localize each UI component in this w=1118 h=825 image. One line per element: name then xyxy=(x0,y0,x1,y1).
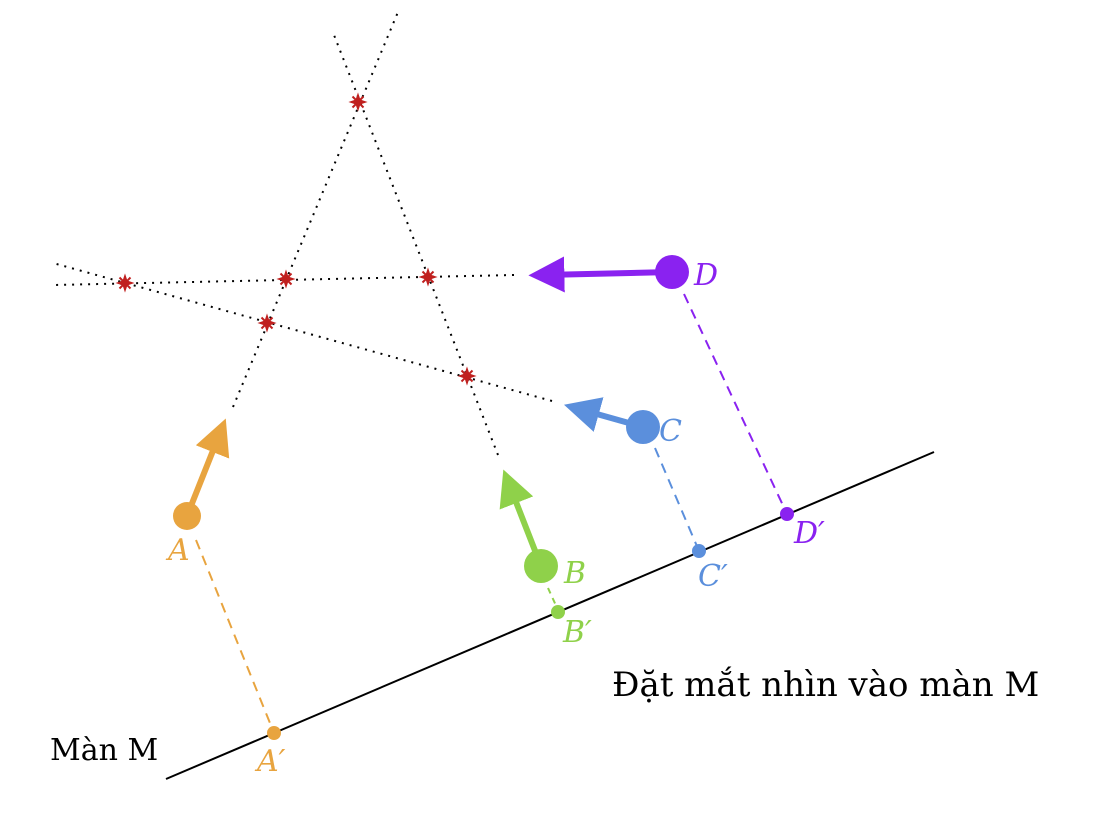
label-D: D xyxy=(693,258,718,293)
intersection-star-2 xyxy=(115,273,135,293)
screen-line xyxy=(165,451,935,780)
screen-label: Màn M xyxy=(50,733,158,768)
proj-point-B xyxy=(551,605,565,619)
label-B: B xyxy=(563,556,586,591)
dotted-lines xyxy=(52,11,553,456)
intersection-star-3 xyxy=(276,269,296,289)
proj-point-A xyxy=(267,726,281,740)
projection-line-C xyxy=(654,447,700,552)
point-A xyxy=(173,502,201,530)
projection-line-A xyxy=(195,539,275,734)
point-B xyxy=(524,549,558,583)
proj-label-B: B′ xyxy=(562,615,592,650)
proj-point-D xyxy=(780,507,794,521)
proj-label-A: A′ xyxy=(254,744,286,779)
extension-line-B xyxy=(333,34,499,456)
projection-line-D xyxy=(683,293,788,515)
arrow-A xyxy=(184,418,230,518)
proj-label-D: D′ xyxy=(793,516,825,551)
label-A: A xyxy=(165,533,190,568)
intersection-star-4 xyxy=(418,267,438,287)
caption: Đặt mắt nhìn vào màn M xyxy=(612,665,1039,705)
intersection-markers xyxy=(115,92,477,386)
point-C xyxy=(626,410,660,444)
intersection-star-6 xyxy=(457,366,477,386)
extension-line-A xyxy=(232,11,399,408)
point-D xyxy=(655,255,689,289)
intersection-star-1 xyxy=(348,92,368,112)
intersection-star-5 xyxy=(257,313,277,333)
arrow-D xyxy=(528,256,673,293)
proj-point-C xyxy=(692,544,706,558)
label-C: C xyxy=(659,414,682,449)
projection-line-B xyxy=(547,587,559,611)
proj-label-C: C′ xyxy=(698,559,728,594)
